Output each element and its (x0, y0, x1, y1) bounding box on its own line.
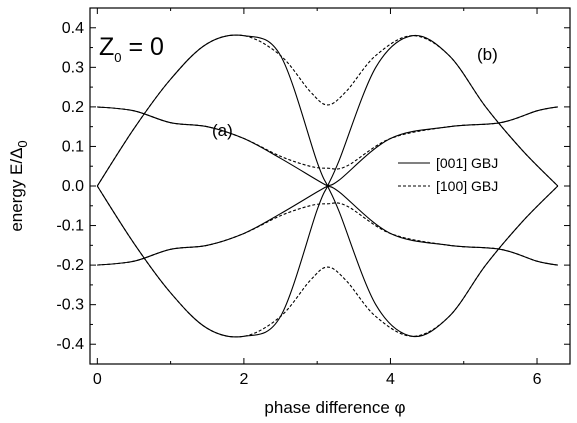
y-tick-label-4: 0.0 (62, 178, 84, 195)
curves-group (96, 34, 559, 338)
y-tick-label-8: 0.4 (62, 20, 84, 37)
y-tick-label-1: -0.3 (56, 297, 84, 314)
series-dashed-branch-1 (96, 185, 559, 338)
x-tick-label-0: 0 (93, 371, 102, 388)
x-axis-label: phase difference φ (264, 398, 405, 417)
legend: [001] GBJ [100] GBJ (398, 155, 498, 194)
legend-label-solid: [001] GBJ (436, 155, 498, 171)
y-tick-label-7: 0.3 (62, 59, 84, 76)
y-axis-label: energy E/Δ0 (7, 140, 30, 231)
y-tick-label-3: -0.1 (56, 218, 84, 235)
series-dashed-branch-2 (97, 106, 558, 170)
series-dashed-branch-3 (97, 202, 558, 266)
y-tick-label-0: -0.4 (56, 336, 84, 353)
x-tick-label-3: 6 (533, 371, 542, 388)
x-tick-label-2: 4 (386, 371, 395, 388)
annotation-a: (a) (212, 121, 233, 140)
ticks-group: 0 2 4 6 -0.4 -0.3 -0.2 -0.1 0.0 0.1 0.2 0.3 0.4 (56, 8, 570, 388)
x-tick-label-1: 2 (239, 371, 248, 388)
y-tick-label-5: 0.1 (62, 138, 84, 155)
y-tick-label-2: -0.2 (56, 257, 84, 274)
series-solid-branch-3 (97, 106, 558, 266)
series-solid-branch-2 (97, 106, 558, 266)
legend-label-dashed: [100] GBJ (436, 178, 498, 194)
annotation-b: (b) (477, 45, 498, 64)
y-tick-label-6: 0.2 (62, 99, 84, 116)
panel-label: Z0 = 0 (99, 33, 164, 65)
series-dashed-branch-0 (96, 34, 559, 187)
